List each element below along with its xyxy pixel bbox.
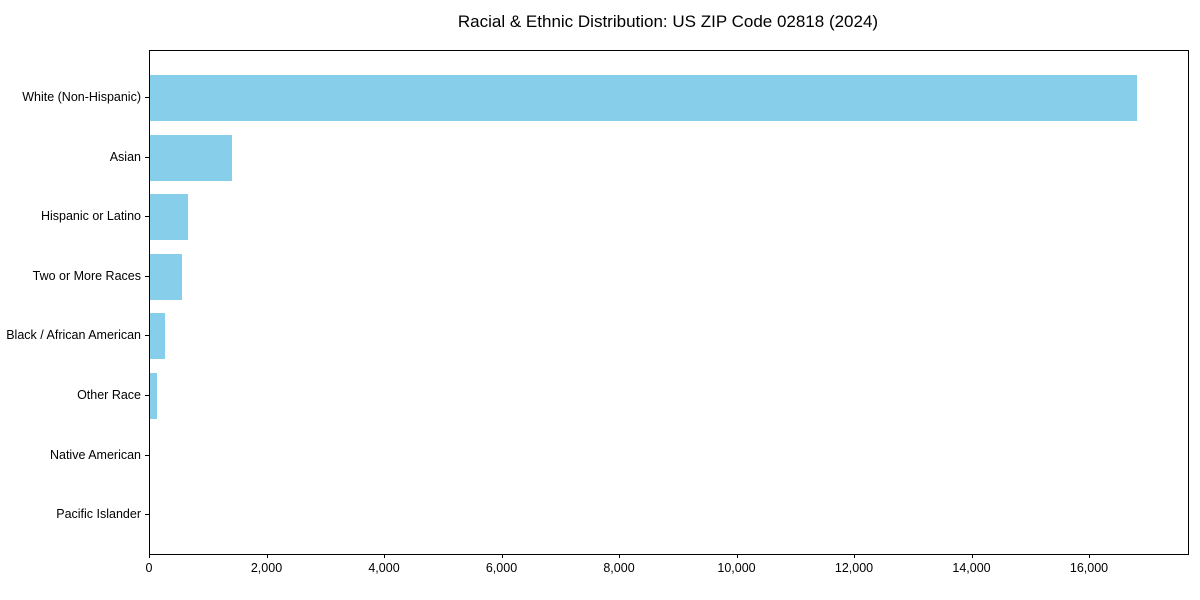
- y-tick-label: Hispanic or Latino: [40, 209, 141, 224]
- bar-white-non-hispanic: [150, 75, 1137, 121]
- x-tick-mark: [736, 554, 738, 558]
- y-tick-mark: [145, 514, 149, 516]
- bar-other-race: [150, 373, 158, 419]
- x-tick-label: 6,000: [485, 561, 518, 575]
- y-tick-mark: [145, 395, 149, 396]
- x-tick-label: 8,000: [603, 561, 635, 575]
- x-tick-mark: [971, 554, 973, 558]
- y-tick-label: Black / African American: [6, 328, 141, 343]
- y-tick-mark: [145, 335, 149, 337]
- y-tick-label: White (Non-Hispanic): [22, 90, 141, 104]
- y-tick-label: Other Race: [77, 388, 141, 402]
- y-tick-mark: [145, 216, 149, 218]
- y-tick-label: Two or More Races: [32, 268, 141, 283]
- x-tick-label: 10,000: [717, 561, 756, 575]
- x-tick-mark: [384, 554, 385, 558]
- x-tick-mark: [501, 554, 503, 558]
- x-tick-mark: [149, 554, 150, 558]
- bar-hispanic-or-latino: [150, 194, 189, 241]
- x-tick-label: 0: [145, 561, 153, 575]
- x-tick-mark: [619, 554, 620, 558]
- y-tick-mark: [145, 97, 149, 98]
- y-tick-label: Asian: [109, 149, 141, 164]
- y-tick-label: Native American: [49, 447, 141, 462]
- x-tick-mark: [854, 554, 855, 558]
- x-tick-label: 16,000: [1069, 561, 1109, 575]
- x-tick-mark: [266, 554, 268, 558]
- y-tick-mark: [145, 156, 149, 158]
- y-tick-mark: [145, 275, 149, 277]
- plot-area: [149, 50, 1189, 555]
- x-tick-label: 12,000: [834, 561, 874, 575]
- y-tick-label: Pacific Islander: [56, 507, 141, 522]
- bar-black-african-american: [150, 313, 165, 360]
- x-tick-label: 14,000: [952, 561, 991, 575]
- y-tick-mark: [145, 454, 149, 456]
- bar-asian: [150, 134, 233, 181]
- x-tick-label: 2,000: [250, 561, 283, 575]
- x-tick-mark: [1089, 554, 1090, 558]
- chart-title: Racial & Ethnic Distribution: US ZIP Cod…: [457, 12, 879, 31]
- x-tick-label: 4,000: [368, 561, 400, 575]
- bar-two-or-more-races: [150, 253, 182, 300]
